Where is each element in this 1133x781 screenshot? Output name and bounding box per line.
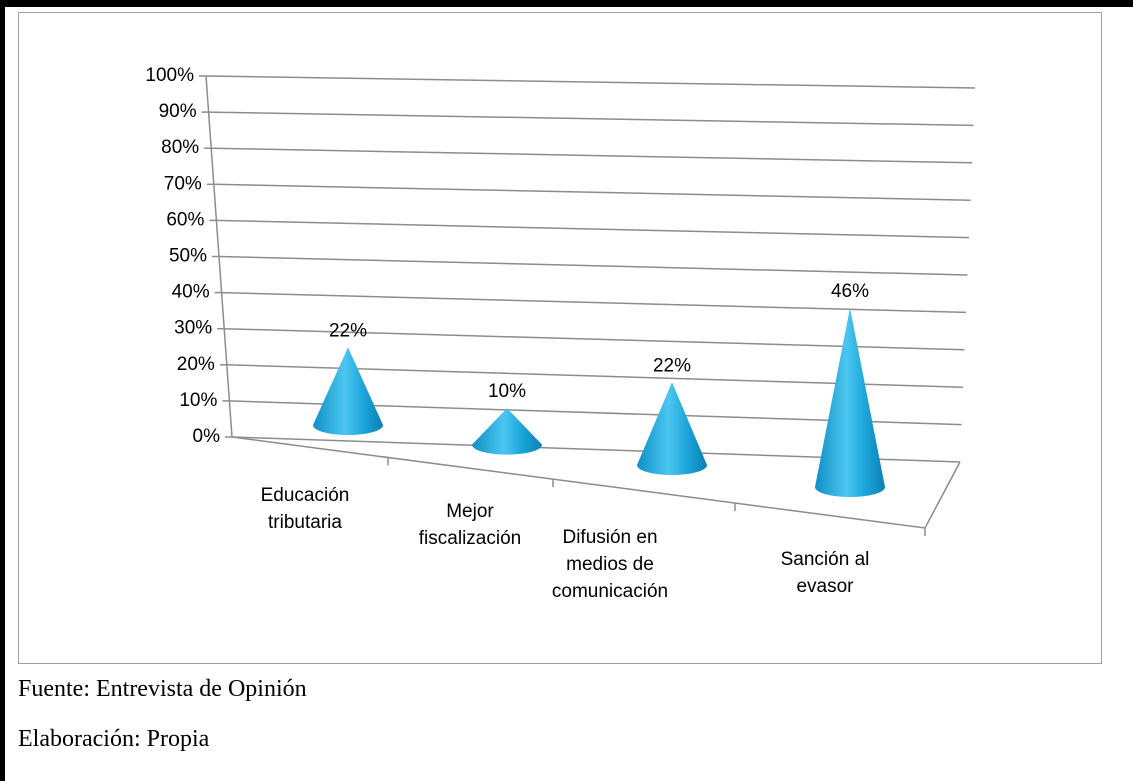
x-tick-label: Difusión en medios de comunicación	[551, 527, 669, 602]
grid-line	[216, 219, 970, 239]
y-tick-label: 80%	[161, 137, 199, 158]
cone	[815, 308, 885, 497]
y-tick-label: 100%	[145, 65, 194, 86]
y-tick-label: 70%	[164, 173, 202, 194]
grid-line	[221, 291, 967, 314]
border-left	[0, 0, 5, 781]
data-label: 46%	[831, 281, 869, 302]
y-tick-label: 20%	[177, 354, 215, 375]
grid-line	[205, 75, 976, 89]
grid-line	[218, 255, 968, 276]
data-label: 10%	[488, 381, 526, 402]
data-label: 22%	[653, 355, 691, 376]
y-tick-label: 50%	[169, 246, 207, 267]
grid-line	[224, 327, 965, 351]
y-tick-label: 60%	[166, 209, 204, 230]
grid-line	[213, 183, 971, 201]
grid-line	[208, 111, 974, 127]
grid-line	[211, 147, 973, 164]
y-tick-label: 0%	[193, 426, 221, 447]
source-note: Fuente: Entrevista de Opinión	[18, 676, 307, 702]
x-tick-label: Sanción al evasor	[780, 549, 870, 597]
data-label: 22%	[329, 320, 367, 341]
chart-area	[18, 12, 1102, 664]
y-tick-label: 90%	[159, 101, 197, 122]
cone	[637, 382, 707, 476]
border-top	[0, 0, 1133, 7]
cone	[313, 347, 383, 435]
x-tick-label: Mejor fiscalización	[418, 501, 522, 549]
y-tick-label: 40%	[172, 282, 210, 303]
cone	[472, 408, 542, 455]
x-tick-label: Educación tributaria	[260, 485, 350, 533]
y-tick-label: 30%	[174, 318, 212, 339]
y-tick-label: 10%	[179, 390, 217, 411]
author-note: Elaboración: Propia	[18, 726, 210, 752]
